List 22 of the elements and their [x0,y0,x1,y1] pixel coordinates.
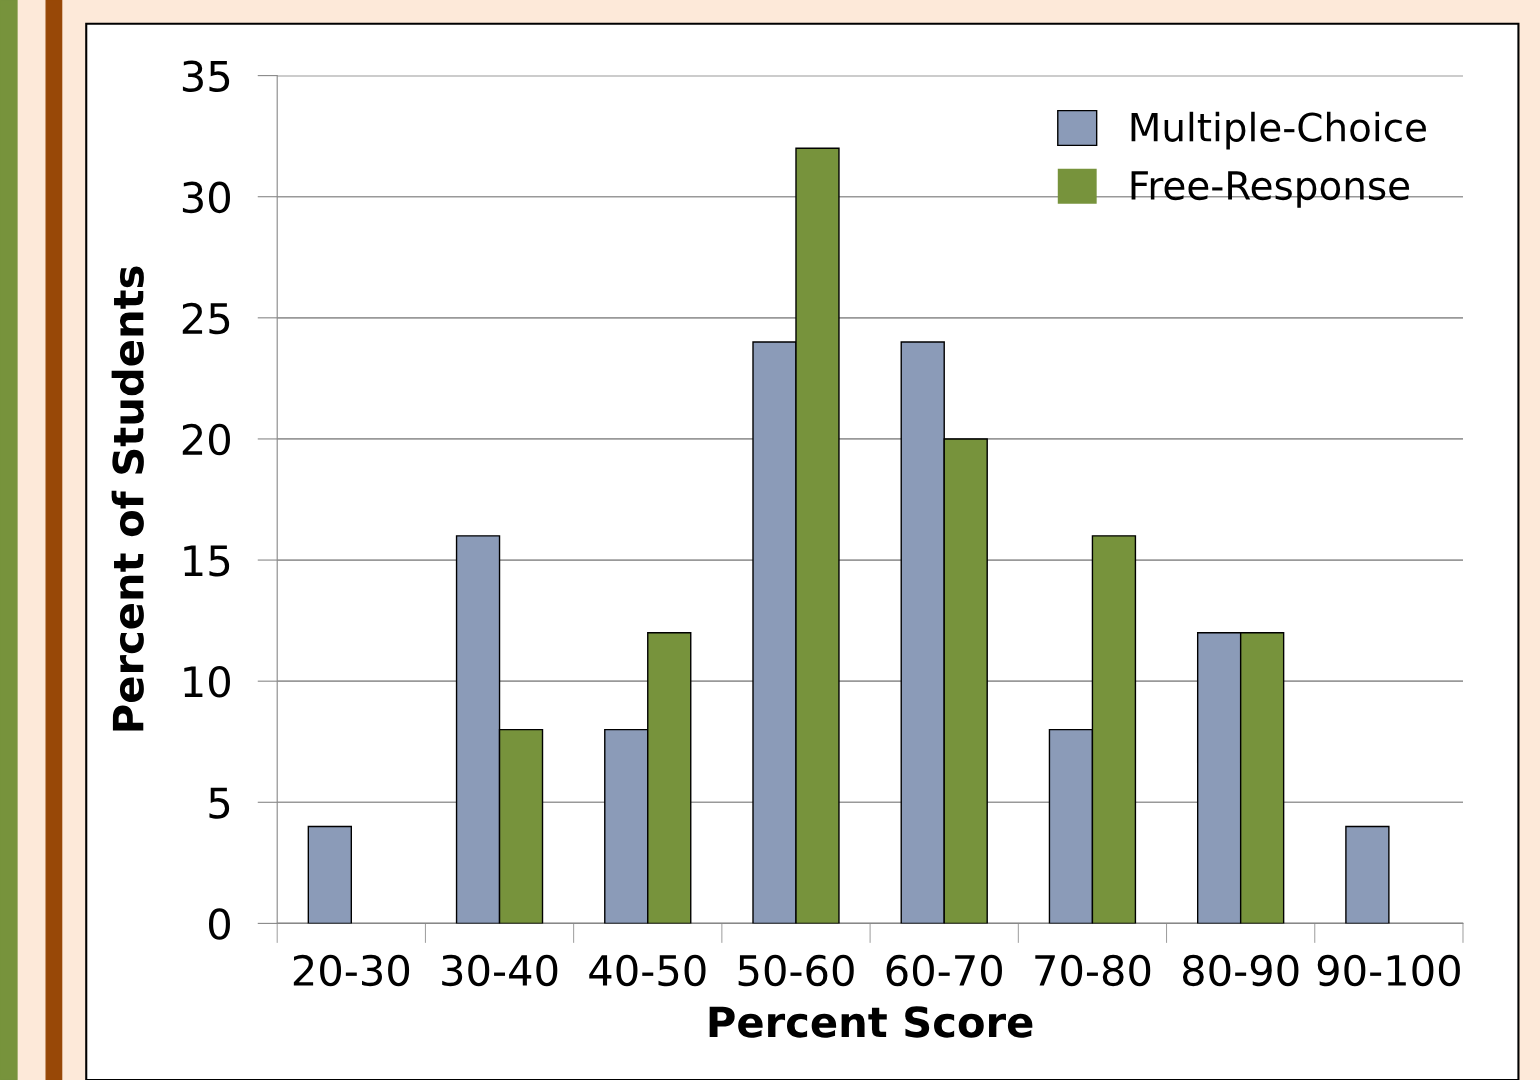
x-tick-label: 40-50 [589,954,706,987]
x-tick-label: 90-100 [1317,954,1460,987]
y-tick-label: 20 [182,423,230,456]
y-tick-label: 0 [208,908,230,940]
x-tick-label: 20-30 [293,954,410,987]
x-tick-label: 70-80 [1035,954,1151,987]
x-tick-label: 80-90 [1182,954,1299,987]
x-tick-label: 60-70 [886,954,1002,987]
y-axis-title: Percent of Students [111,266,144,731]
y-tick-label: 30 [182,181,230,214]
y-tick-label: 10 [184,666,230,698]
y-tick-label: 25 [182,302,230,335]
bar [1345,825,1390,924]
legend-label: Free-Response [1131,171,1410,208]
x-tick-label: 50-60 [738,954,854,987]
y-tick-label: 35 [182,60,230,93]
y-tick-label: 5 [209,787,230,819]
y-tick-label: 15 [184,545,230,577]
x-tick-label: 30-40 [442,954,558,987]
x-axis-title: Percent Score [709,1006,1033,1038]
bar [307,825,353,924]
legend-label: Multiple-Choice [1131,111,1426,150]
